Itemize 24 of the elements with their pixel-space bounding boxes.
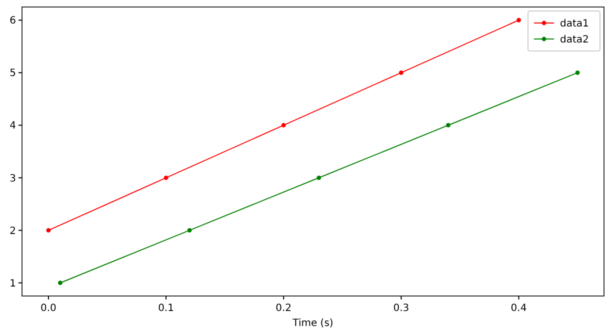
x-axis-title: Time (s) <box>292 318 334 329</box>
x-tick-label: 0.1 <box>158 303 174 314</box>
point <box>446 123 450 128</box>
y-tick-label: 1 <box>10 278 16 290</box>
point <box>575 70 580 75</box>
point <box>316 176 322 180</box>
point <box>398 70 404 75</box>
point <box>187 228 192 233</box>
point <box>516 18 521 22</box>
point <box>46 228 51 233</box>
y-tick-label: 4 <box>10 120 16 132</box>
y-tick-label: 2 <box>10 226 16 237</box>
x-tick-label: 0.4 <box>510 303 527 314</box>
y-tick-label: 6 <box>10 16 16 27</box>
x-tick-label: 0.2 <box>276 303 292 314</box>
legend-label: data2 <box>560 34 589 46</box>
y-tick-label: 5 <box>10 68 16 80</box>
x-tick-label: 0.0 <box>40 303 56 314</box>
point <box>281 123 286 128</box>
point <box>58 280 62 286</box>
x-tick-label: 0.3 <box>393 303 410 314</box>
legend-label: data1 <box>560 18 589 30</box>
y-tick-label: 3 <box>10 173 16 184</box>
point <box>164 176 168 180</box>
